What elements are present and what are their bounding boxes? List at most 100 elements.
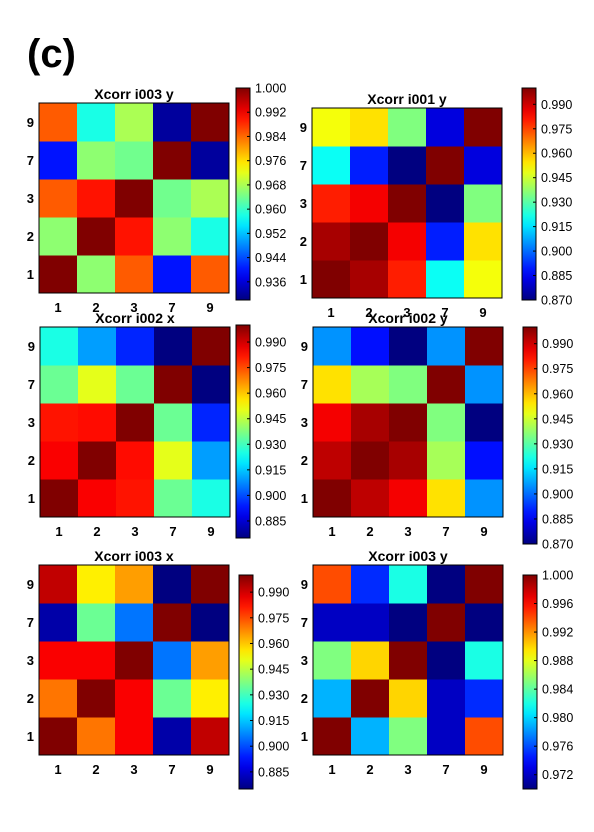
heatmap-cell (115, 217, 154, 256)
heatmap-cell (426, 260, 465, 299)
chart-title: Xcorr i003 y (368, 548, 448, 564)
heatmap-cell (465, 717, 504, 756)
x-tick-label: 9 (206, 300, 213, 315)
heatmap-cell (153, 641, 192, 680)
heatmap-cell (389, 641, 428, 680)
heatmap-cell (77, 179, 116, 218)
heatmap-frame (311, 107, 503, 299)
heatmap-cell (78, 403, 117, 442)
y-tick-label: 2 (28, 453, 35, 468)
colorbar (521, 87, 537, 301)
heatmap-cell (312, 184, 351, 223)
heatmap-cell (313, 679, 352, 718)
heatmap-cell (427, 327, 466, 366)
heatmap-cell (192, 327, 231, 366)
heatmap-cell (313, 641, 352, 680)
heatmap-cell (389, 679, 428, 718)
heatmap-cell (191, 103, 230, 142)
x-tick-label: 9 (479, 305, 486, 320)
colorbar-tick-label: 0.900 (258, 740, 289, 754)
heatmap-cell (192, 441, 231, 480)
colorbar-tick-label: 0.885 (541, 269, 572, 283)
heatmap-cell (116, 365, 155, 404)
colorbar-tick-label: 0.968 (255, 178, 286, 192)
heatmap-cell (427, 603, 466, 642)
heatmap-cell (154, 441, 193, 480)
x-tick-label: 7 (441, 305, 448, 320)
y-tick-label: 2 (27, 691, 34, 706)
y-tick-label: 9 (27, 577, 34, 592)
colorbar-tick-label: 0.952 (255, 227, 286, 241)
heatmap-cell (351, 479, 390, 518)
colorbar-tick-label: 0.988 (542, 654, 573, 668)
colorbar-tick-label: 0.885 (255, 514, 286, 528)
x-tick-label: 7 (442, 762, 449, 777)
heatmap-cell (78, 327, 117, 366)
heatmap-cell (389, 327, 428, 366)
colorbar-tick-label: 0.976 (255, 154, 286, 168)
heatmap-cell (39, 717, 78, 756)
y-tick-label: 3 (300, 196, 307, 211)
heatmap-cell (389, 603, 428, 642)
y-tick-label: 2 (301, 691, 308, 706)
y-tick-label: 3 (301, 415, 308, 430)
heatmap-frame (39, 326, 231, 518)
x-tick-label: 7 (169, 524, 176, 539)
heatmap-cell (351, 327, 390, 366)
x-tick-label: 1 (328, 762, 335, 777)
heatmap-cell (78, 479, 117, 518)
x-tick-label: 2 (365, 305, 372, 320)
heatmap-cell (191, 565, 230, 604)
heatmap-cell (464, 108, 503, 147)
heatmap-cell (427, 679, 466, 718)
colorbar-tick-label: 0.960 (541, 147, 572, 161)
heatmap-cell (388, 260, 427, 299)
x-tick-label: 1 (327, 305, 334, 320)
heatmap-cell (351, 365, 390, 404)
colorbar (238, 574, 254, 790)
heatmap-cell (39, 141, 78, 180)
heatmap-cell (426, 184, 465, 223)
colorbar-tick-label: 0.960 (255, 387, 286, 401)
heatmap-cell (77, 103, 116, 142)
heatmap-frame (312, 564, 504, 756)
heatmap-cell (39, 255, 78, 294)
heatmap-cell (153, 179, 192, 218)
heatmap-cell (313, 441, 352, 480)
y-tick-label: 2 (300, 234, 307, 249)
heatmap-cell (351, 717, 390, 756)
x-tick-label: 1 (54, 300, 61, 315)
colorbar-tick-label: 0.990 (541, 98, 572, 112)
x-tick-label: 7 (168, 762, 175, 777)
heatmap-cell (40, 403, 79, 442)
x-tick-label: 2 (92, 300, 99, 315)
colorbar (235, 324, 251, 539)
colorbar-tick-label: 0.972 (542, 768, 573, 782)
heatmap-cell (427, 441, 466, 480)
y-tick-label: 1 (301, 491, 308, 506)
heatmap-cell (39, 179, 78, 218)
colorbar-tick-label: 0.900 (542, 487, 573, 501)
colorbar-tick-label: 0.990 (255, 336, 286, 350)
y-tick-label: 1 (300, 272, 307, 287)
heatmap-cell (115, 565, 154, 604)
colorbar-tick-label: 0.930 (541, 196, 572, 210)
y-tick-label: 7 (28, 377, 35, 392)
x-tick-label: 2 (366, 762, 373, 777)
heatmap-cell (389, 403, 428, 442)
heatmap-cell (153, 565, 192, 604)
heatmap-panel: Xcorr i002 y 1 2 3 7 9 1 2 3 7 9 0.990 0.975 0.960 0.9… (301, 310, 574, 552)
y-tick-label: 9 (27, 115, 34, 130)
heatmap-panel: Xcorr i003 y 1 2 3 7 9 1 2 3 7 9 1.000 0.992 0.984 0.9… (27, 82, 287, 316)
y-tick-label: 9 (300, 120, 307, 135)
x-tick-label: 3 (404, 762, 411, 777)
y-tick-label: 3 (28, 415, 35, 430)
heatmap-cell (77, 255, 116, 294)
heatmap-cell (78, 441, 117, 480)
colorbar-tick-label: 0.885 (542, 512, 573, 526)
chart-title: Xcorr i002 y (368, 310, 448, 326)
heatmap-frame (38, 102, 230, 294)
heatmap-cell (191, 141, 230, 180)
x-tick-label: 3 (403, 305, 410, 320)
heatmap-cell (465, 679, 504, 718)
